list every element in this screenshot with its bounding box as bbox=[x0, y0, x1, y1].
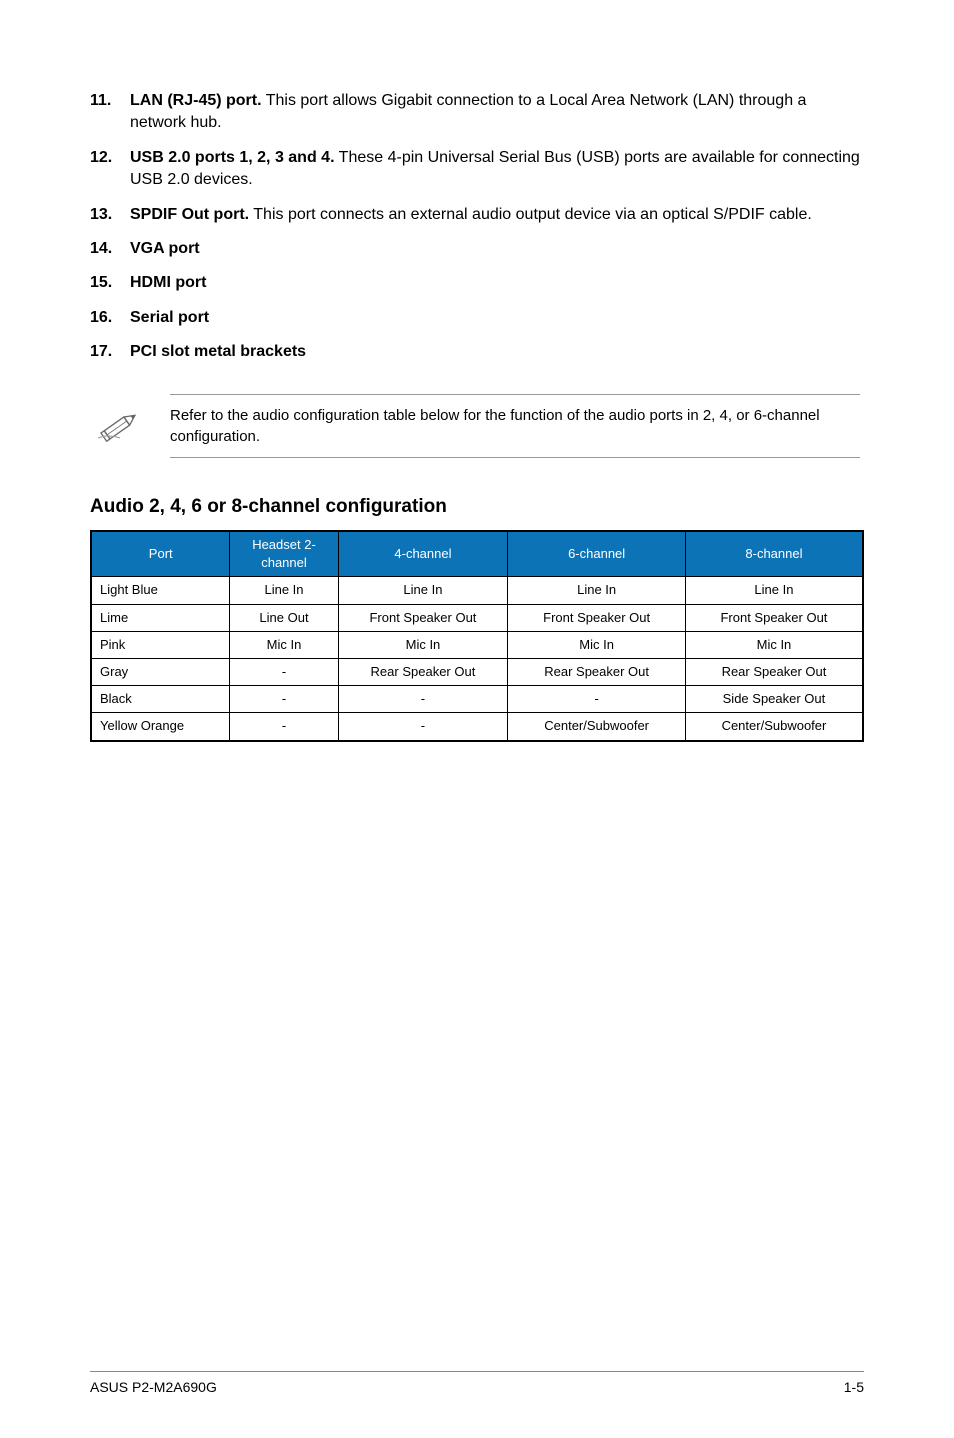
table-row: Yellow Orange--Center/SubwooferCenter/Su… bbox=[91, 713, 863, 741]
table-cell: Line In bbox=[230, 577, 338, 604]
table-cell: Front Speaker Out bbox=[685, 604, 863, 631]
table-cell: Rear Speaker Out bbox=[338, 659, 508, 686]
list-number: 13. bbox=[90, 204, 130, 226]
table-row: LimeLine OutFront Speaker OutFront Speak… bbox=[91, 604, 863, 631]
list-body: LAN (RJ-45) port. This port allows Gigab… bbox=[130, 90, 864, 135]
list-number: 14. bbox=[90, 238, 130, 260]
section-title: Audio 2, 4, 6 or 8-channel configuration bbox=[90, 494, 864, 521]
table-cell: Front Speaker Out bbox=[338, 604, 508, 631]
list-number: 17. bbox=[90, 341, 130, 363]
table-cell: Pink bbox=[91, 631, 230, 658]
table-row: Light BlueLine InLine InLine InLine In bbox=[91, 577, 863, 604]
table-cell: - bbox=[338, 713, 508, 741]
table-cell: Yellow Orange bbox=[91, 713, 230, 741]
table-cell: Rear Speaker Out bbox=[685, 659, 863, 686]
table-cell: Line In bbox=[508, 577, 686, 604]
table-header: Headset 2-channel bbox=[230, 531, 338, 577]
list-bold: Serial port bbox=[130, 309, 209, 326]
list-item: 17.PCI slot metal brackets bbox=[90, 341, 864, 363]
table-cell: Center/Subwoofer bbox=[685, 713, 863, 741]
table-cell: Mic In bbox=[685, 631, 863, 658]
table-cell: Mic In bbox=[508, 631, 686, 658]
table-cell: Light Blue bbox=[91, 577, 230, 604]
list-number: 12. bbox=[90, 147, 130, 192]
list-body: HDMI port bbox=[130, 272, 864, 294]
list-number: 15. bbox=[90, 272, 130, 294]
table-header: Port bbox=[91, 531, 230, 577]
list-bold: USB 2.0 ports 1, 2, 3 and 4. bbox=[130, 149, 335, 166]
table-cell: Side Speaker Out bbox=[685, 686, 863, 713]
table-cell: Line Out bbox=[230, 604, 338, 631]
audio-config-table: PortHeadset 2-channel4-channel6-channel8… bbox=[90, 530, 864, 742]
note-text: Refer to the audio configuration table b… bbox=[170, 394, 860, 458]
list-item: 15.HDMI port bbox=[90, 272, 864, 294]
footer-right: 1-5 bbox=[844, 1378, 864, 1398]
list-bold: PCI slot metal brackets bbox=[130, 343, 306, 360]
pencil-icon bbox=[94, 408, 142, 444]
table-cell: - bbox=[230, 659, 338, 686]
footer-left: ASUS P2-M2A690G bbox=[90, 1378, 217, 1398]
list-item: 12.USB 2.0 ports 1, 2, 3 and 4. These 4-… bbox=[90, 147, 864, 192]
list-bold: SPDIF Out port. bbox=[130, 206, 249, 223]
table-header: 6-channel bbox=[508, 531, 686, 577]
table-row: Gray-Rear Speaker OutRear Speaker OutRea… bbox=[91, 659, 863, 686]
table-row: Black---Side Speaker Out bbox=[91, 686, 863, 713]
list-body: Serial port bbox=[130, 307, 864, 329]
page-footer: ASUS P2-M2A690G 1-5 bbox=[90, 1371, 864, 1398]
list-item: 11.LAN (RJ-45) port. This port allows Gi… bbox=[90, 90, 864, 135]
table-cell: - bbox=[230, 713, 338, 741]
table-header: 8-channel bbox=[685, 531, 863, 577]
list-number: 16. bbox=[90, 307, 130, 329]
port-list: 11.LAN (RJ-45) port. This port allows Gi… bbox=[90, 90, 864, 364]
table-cell: Mic In bbox=[230, 631, 338, 658]
table-cell: Lime bbox=[91, 604, 230, 631]
table-header: 4-channel bbox=[338, 531, 508, 577]
table-cell: Mic In bbox=[338, 631, 508, 658]
table-cell: - bbox=[508, 686, 686, 713]
list-body: PCI slot metal brackets bbox=[130, 341, 864, 363]
list-body: USB 2.0 ports 1, 2, 3 and 4. These 4-pin… bbox=[130, 147, 864, 192]
table-row: PinkMic InMic InMic InMic In bbox=[91, 631, 863, 658]
table-cell: Line In bbox=[685, 577, 863, 604]
table-cell: Front Speaker Out bbox=[508, 604, 686, 631]
list-bold: HDMI port bbox=[130, 274, 206, 291]
note-block: Refer to the audio configuration table b… bbox=[90, 394, 864, 458]
list-item: 14.VGA port bbox=[90, 238, 864, 260]
table-cell: Line In bbox=[338, 577, 508, 604]
table-cell: Center/Subwoofer bbox=[508, 713, 686, 741]
list-body: SPDIF Out port. This port connects an ex… bbox=[130, 204, 864, 226]
list-number: 11. bbox=[90, 90, 130, 135]
list-item: 13.SPDIF Out port. This port connects an… bbox=[90, 204, 864, 226]
list-item: 16.Serial port bbox=[90, 307, 864, 329]
table-cell: - bbox=[230, 686, 338, 713]
table-cell: Rear Speaker Out bbox=[508, 659, 686, 686]
list-bold: VGA port bbox=[130, 240, 200, 257]
list-body: VGA port bbox=[130, 238, 864, 260]
table-cell: Black bbox=[91, 686, 230, 713]
list-bold: LAN (RJ-45) port. bbox=[130, 92, 262, 109]
table-cell: Gray bbox=[91, 659, 230, 686]
table-cell: - bbox=[338, 686, 508, 713]
